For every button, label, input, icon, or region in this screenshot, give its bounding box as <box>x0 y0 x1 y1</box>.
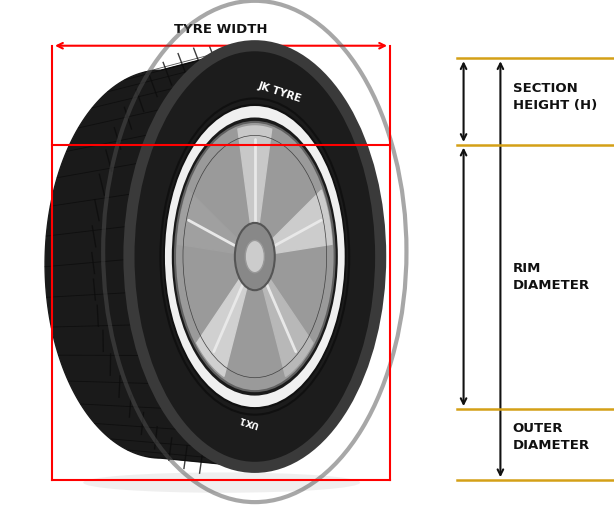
Polygon shape <box>260 270 313 376</box>
Polygon shape <box>265 190 332 255</box>
Text: OUTER
DIAMETER: OUTER DIAMETER <box>513 422 590 452</box>
Polygon shape <box>196 270 250 376</box>
Text: RIM
DIAMETER: RIM DIAMETER <box>513 262 590 292</box>
Polygon shape <box>238 126 272 237</box>
Text: UX1: UX1 <box>238 414 260 428</box>
Ellipse shape <box>84 472 360 493</box>
Ellipse shape <box>235 223 275 290</box>
Ellipse shape <box>172 117 338 396</box>
Ellipse shape <box>245 240 265 273</box>
Text: JK TYRE: JK TYRE <box>256 80 303 104</box>
Polygon shape <box>177 190 244 255</box>
Text: TYRE WIDTH: TYRE WIDTH <box>174 22 268 36</box>
Polygon shape <box>45 46 255 467</box>
Text: SECTION
HEIGHT (H): SECTION HEIGHT (H) <box>513 81 597 112</box>
Ellipse shape <box>129 46 381 467</box>
Ellipse shape <box>165 106 344 407</box>
Ellipse shape <box>175 122 335 391</box>
